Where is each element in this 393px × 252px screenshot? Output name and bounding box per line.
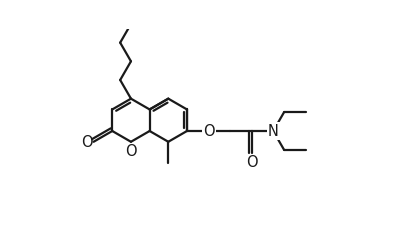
Text: O: O: [81, 135, 93, 150]
Text: N: N: [268, 124, 279, 139]
Text: O: O: [246, 154, 257, 169]
Text: O: O: [125, 144, 137, 159]
Text: O: O: [203, 124, 214, 139]
